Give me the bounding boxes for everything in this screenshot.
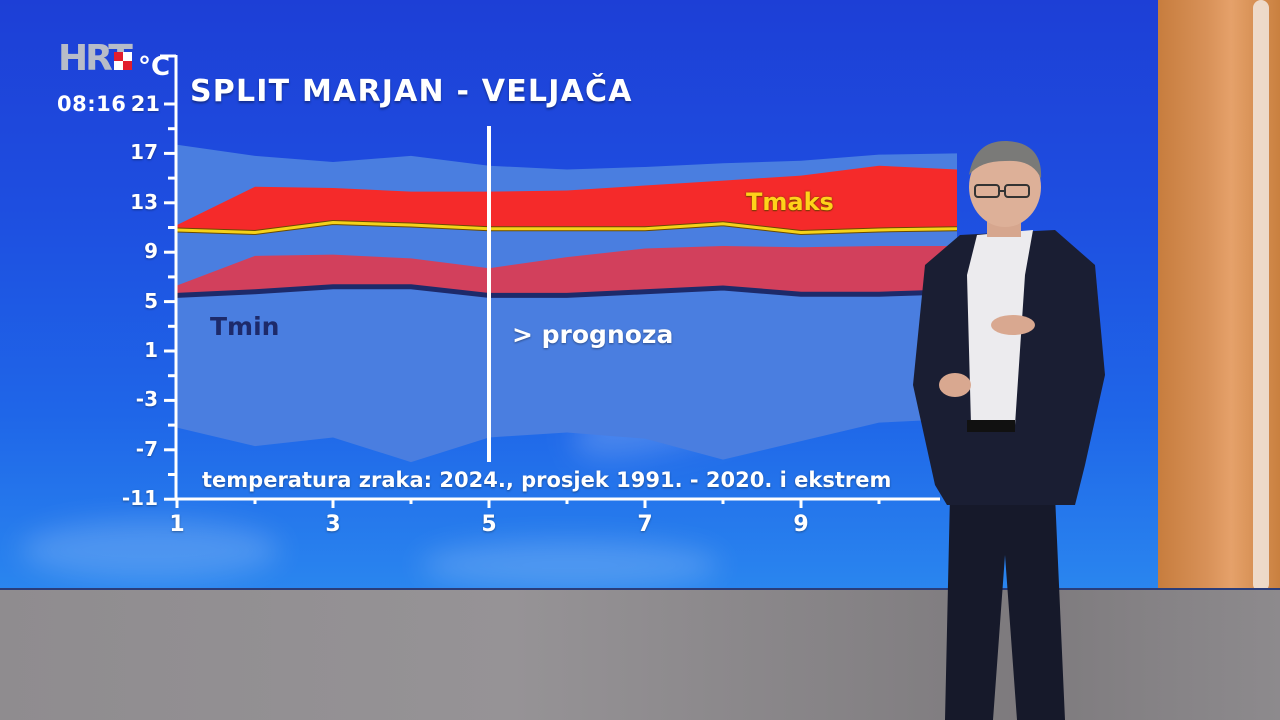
tmaks-label: Tmaks [746, 188, 834, 216]
y-tick-label: 17 [130, 140, 158, 165]
forecast-label: > prognoza [512, 320, 674, 349]
x-tick-label: 1 [169, 512, 185, 537]
chart-title: SPLIT MARJAN - VELJAČA [190, 74, 633, 109]
cloud-decoration [20, 520, 280, 580]
temperature-chart [160, 54, 958, 508]
cloud-decoration [420, 540, 720, 590]
x-tick-label: 9 [793, 512, 809, 537]
y-tick-label: -7 [135, 436, 158, 461]
hrt-logo: HRT [58, 38, 168, 86]
tmax-band [177, 165, 957, 233]
avg-tmax-line [176, 221, 958, 234]
y-tick-label: 21 [130, 92, 160, 116]
avg-tmin-line [176, 284, 958, 298]
y-tick-label: 13 [130, 189, 158, 214]
y-tick-label: -3 [135, 387, 158, 412]
studio-wall-stripe [1253, 0, 1269, 592]
studio-floor [0, 590, 1280, 720]
broadcast-clock: 08:16 [57, 92, 127, 116]
x-tick-label: 3 [325, 512, 341, 537]
x-tick-label: 5 [481, 512, 497, 537]
presenter [913, 140, 1105, 720]
studio-wall-orange [1158, 0, 1280, 592]
y-tick-label: -11 [121, 486, 158, 511]
chart-caption: temperatura zraka: 2024., prosjek 1991. … [202, 468, 892, 492]
tmin-label: Tmin [210, 312, 280, 341]
y-tick-label: 1 [144, 338, 158, 362]
x-tick-label: 7 [637, 512, 653, 537]
y-tick-label: 5 [144, 288, 158, 313]
y-tick-label: 9 [144, 239, 158, 264]
screen-bottom-edge [0, 588, 1280, 591]
unit-label: °C [138, 52, 171, 82]
tmin-band [177, 246, 957, 296]
